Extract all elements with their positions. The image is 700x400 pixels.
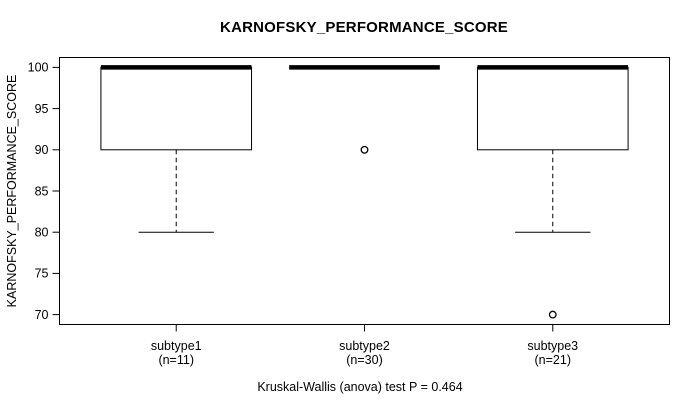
outlier-point bbox=[548, 310, 557, 319]
x-axis-tick-label: subtype1 bbox=[151, 339, 202, 353]
y-axis-tick-label: 80 bbox=[35, 226, 49, 240]
boxplot-box bbox=[476, 66, 629, 151]
outlier-point bbox=[360, 145, 369, 154]
plot-border bbox=[59, 57, 670, 325]
x-axis-count-label: (n=21) bbox=[535, 353, 571, 367]
y-axis-tick-label: 85 bbox=[35, 184, 49, 198]
chart-title: KARNOFSKY_PERFORMANCE_SCORE bbox=[220, 19, 508, 36]
x-axis-tick-label: subtype2 bbox=[339, 339, 390, 353]
x-axis-count-label: (n=30) bbox=[346, 353, 382, 367]
y-axis-tick-label: 100 bbox=[28, 61, 49, 75]
x-axis-count-label: (n=11) bbox=[158, 353, 194, 367]
boxplot-box bbox=[100, 66, 253, 151]
y-axis-tick-label: 90 bbox=[35, 143, 49, 157]
y-axis-tick-label: 95 bbox=[35, 102, 49, 116]
y-axis-tick-label: 70 bbox=[35, 308, 49, 322]
y-axis-tick-label: 75 bbox=[35, 267, 49, 281]
x-axis-tick-label: subtype3 bbox=[527, 339, 578, 353]
stat-test-caption: Kruskal-Wallis (anova) test P = 0.464 bbox=[257, 380, 463, 394]
